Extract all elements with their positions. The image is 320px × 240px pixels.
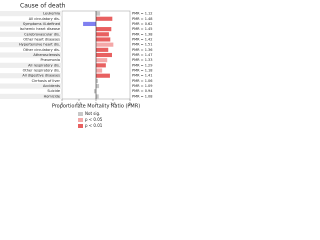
value-label: PMR = 0.62 bbox=[132, 22, 153, 26]
row-band bbox=[0, 52, 62, 58]
value-label: PMR = 1.18 bbox=[132, 69, 153, 73]
y-tick-label: Pneumonia bbox=[40, 58, 60, 62]
bar bbox=[96, 68, 103, 73]
bar bbox=[96, 52, 112, 58]
chart: Cause of death Proportionate Mortality R… bbox=[0, 3, 153, 128]
bar bbox=[96, 58, 108, 63]
y-tick-label: Accidents bbox=[43, 84, 60, 88]
bar bbox=[96, 47, 109, 52]
y-tick-label: Cerebrovascular dis. bbox=[24, 32, 60, 36]
legend-label: p < 0.05 bbox=[85, 117, 103, 122]
bar bbox=[96, 42, 114, 47]
row-band bbox=[0, 31, 62, 37]
value-label: PMR = 1.42 bbox=[132, 37, 153, 41]
x-tick-label: 2 bbox=[129, 102, 131, 106]
row-band bbox=[0, 93, 62, 99]
y-tick-label: All circulatory dis. bbox=[29, 17, 60, 21]
x-tick-label: 1 bbox=[95, 102, 97, 106]
value-label: PMR = 1.45 bbox=[132, 27, 153, 31]
bar bbox=[96, 94, 99, 99]
value-label: PMR = 1.09 bbox=[132, 84, 153, 88]
row-band bbox=[0, 73, 62, 79]
y-tick-label: All respiratory dis. bbox=[28, 63, 60, 67]
bar bbox=[96, 11, 101, 16]
legend-swatch bbox=[78, 124, 83, 128]
y-tick-label: Cirrhosis of liver bbox=[32, 79, 61, 83]
row-band bbox=[0, 11, 62, 17]
bar bbox=[96, 73, 110, 78]
x-axis-label: Proportionate Mortality Ratio (PMR) bbox=[52, 104, 140, 110]
value-label: PMR = 1.47 bbox=[132, 53, 153, 57]
value-label: PMR = 1.29 bbox=[132, 63, 153, 67]
x-tick-label: 0 bbox=[61, 102, 63, 106]
bar bbox=[96, 83, 100, 89]
y-tick-label: Leukemia bbox=[43, 12, 60, 16]
value-label: PMR = 1.48 bbox=[132, 17, 153, 21]
value-label: PMR = 1.51 bbox=[132, 43, 153, 47]
value-label: PMR = 1.36 bbox=[132, 48, 153, 52]
y-tick-label: Ischemic heart disease bbox=[20, 27, 60, 31]
bar bbox=[93, 89, 96, 94]
value-label: PMR = 1.12 bbox=[132, 12, 153, 16]
y-tick-label: Suicide bbox=[47, 89, 60, 93]
bar bbox=[83, 21, 96, 27]
y-tick-label: All digestive diseases bbox=[22, 74, 60, 78]
legend-swatch bbox=[78, 112, 83, 116]
row-band bbox=[0, 62, 62, 68]
bar bbox=[96, 78, 99, 83]
x-tick-label: 0.5 bbox=[76, 102, 82, 106]
y-tick-label: Other heart diseases bbox=[23, 37, 60, 41]
value-label: PMR = 1.06 bbox=[132, 79, 153, 83]
bar bbox=[96, 63, 106, 68]
x-tick-label: 1.5 bbox=[110, 102, 116, 106]
value-label: PMR = 1.38 bbox=[132, 32, 153, 36]
value-label: PMR = 0.94 bbox=[132, 89, 153, 93]
bar bbox=[96, 37, 111, 42]
y-tick-label: Hypertensive heart dis. bbox=[19, 43, 60, 47]
legend-label: Not sig. bbox=[85, 111, 100, 116]
bar bbox=[96, 27, 112, 32]
legend-swatch bbox=[78, 118, 83, 122]
y-tick-label: Other respiratory dis. bbox=[23, 69, 60, 73]
row-band bbox=[0, 83, 62, 89]
bar bbox=[96, 16, 113, 21]
y-tick-label: Homicide bbox=[44, 94, 60, 98]
value-label: PMR = 1.41 bbox=[132, 74, 153, 78]
row-band bbox=[0, 21, 62, 27]
y-tick-label: Other circulatory dis. bbox=[23, 48, 60, 52]
y-tick-label: Symptoms ill-defined bbox=[23, 22, 60, 26]
value-label: PMR = 1.08 bbox=[132, 94, 153, 98]
chart-title: Cause of death bbox=[20, 3, 66, 10]
value-label: PMR = 1.33 bbox=[132, 58, 153, 62]
bar bbox=[96, 32, 109, 37]
row-band bbox=[0, 42, 62, 48]
y-tick-label: Atherosclerosis bbox=[33, 53, 60, 57]
legend-label: p < 0.01 bbox=[85, 123, 103, 128]
